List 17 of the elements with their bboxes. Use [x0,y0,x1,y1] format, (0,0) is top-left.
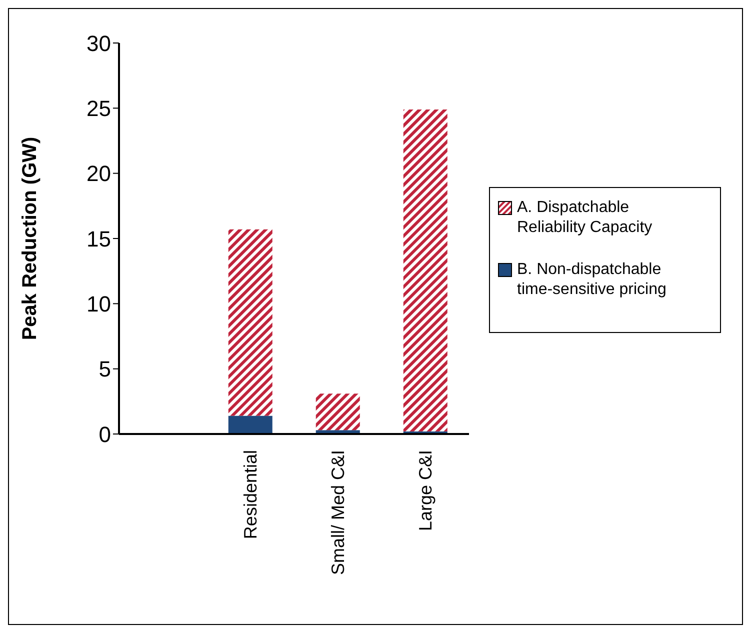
y-tick-label: 5 [98,356,111,382]
y-tick-label: 20 [86,161,111,186]
x-tick-label: Residential [240,450,260,540]
y-tick-label: 10 [86,291,111,316]
x-tick-label: Small/ Med C&I [328,450,348,576]
bar [316,394,360,430]
text: A. Dispatchable Reliability Capacity [517,198,654,238]
y-tick-label: 0 [98,422,111,447]
bar [228,229,272,416]
y-tick-label: 15 [86,226,111,252]
bar [403,109,448,432]
y-tick-label: 25 [86,96,111,121]
bar [228,416,272,434]
x-tick-label: Large C&I [415,450,436,532]
y-tick-label: 30 [86,30,111,56]
y-axis-title: Peak Reduction (GW) [19,136,42,340]
legend-label: B. Non-dispatchable time-sensitive pricing [517,260,668,300]
